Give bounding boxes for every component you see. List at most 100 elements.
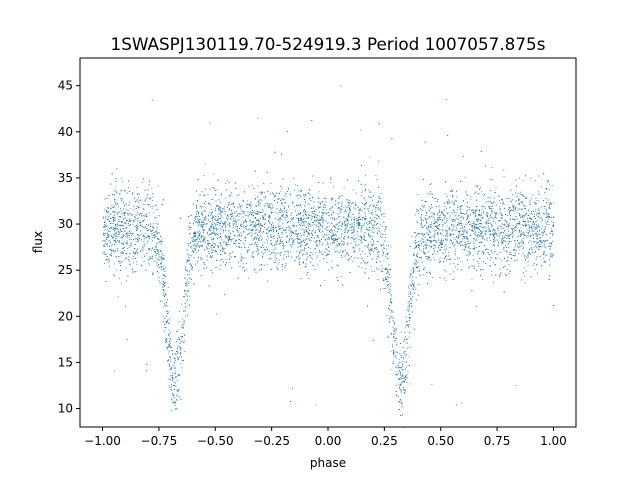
data-point <box>356 233 358 235</box>
data-point <box>267 240 269 242</box>
data-point <box>290 219 292 221</box>
data-point <box>130 238 132 240</box>
data-point <box>513 231 515 233</box>
data-point <box>501 241 503 243</box>
data-point <box>161 241 163 243</box>
data-point <box>390 351 392 353</box>
data-point <box>454 239 456 240</box>
data-point <box>520 208 522 210</box>
data-point <box>270 206 272 208</box>
data-point <box>504 230 506 231</box>
data-point <box>308 225 309 227</box>
data-point <box>162 321 164 322</box>
data-point <box>463 244 465 246</box>
data-point <box>526 257 528 259</box>
data-point <box>311 219 312 221</box>
data-point <box>360 235 361 237</box>
data-point <box>288 189 289 191</box>
data-point <box>315 252 317 254</box>
data-point <box>182 326 184 328</box>
data-point <box>110 226 112 228</box>
data-point <box>421 257 422 259</box>
data-point <box>181 360 183 361</box>
data-point <box>278 223 280 225</box>
data-point <box>482 230 484 232</box>
data-point <box>350 242 352 244</box>
data-point <box>415 236 416 238</box>
data-point <box>460 261 462 262</box>
data-point <box>334 203 336 205</box>
data-point <box>472 228 473 230</box>
data-point <box>251 212 253 213</box>
data-point <box>465 224 467 226</box>
data-point <box>407 371 409 373</box>
data-point <box>104 224 105 225</box>
data-point <box>444 206 446 208</box>
data-point <box>438 238 440 240</box>
data-point <box>512 207 514 209</box>
data-point <box>217 216 219 217</box>
data-point <box>528 228 530 230</box>
data-point <box>186 279 188 281</box>
data-point <box>136 241 138 243</box>
data-point <box>243 221 245 223</box>
data-point <box>346 244 348 246</box>
data-point <box>220 193 222 195</box>
data-point <box>498 234 500 236</box>
data-point <box>313 248 315 250</box>
data-point <box>184 315 186 317</box>
data-point <box>142 250 144 251</box>
data-point <box>503 176 505 177</box>
data-point <box>522 180 524 182</box>
data-point <box>336 245 338 247</box>
data-point <box>374 221 375 223</box>
data-point <box>461 234 463 236</box>
data-point <box>211 237 212 239</box>
data-point <box>228 239 230 241</box>
data-point <box>377 201 378 203</box>
data-point <box>508 209 510 210</box>
data-point <box>414 263 416 264</box>
data-point <box>412 280 413 282</box>
data-point <box>405 351 407 353</box>
data-point <box>298 214 300 216</box>
data-point <box>506 251 507 253</box>
data-point <box>213 246 215 248</box>
data-point <box>457 241 459 243</box>
data-point <box>253 212 255 213</box>
data-point <box>196 239 198 241</box>
data-point <box>115 241 116 243</box>
data-point <box>263 217 264 219</box>
data-point <box>118 220 120 222</box>
data-point <box>518 209 520 210</box>
data-point <box>359 247 361 249</box>
data-point <box>426 220 428 222</box>
data-point <box>232 223 234 225</box>
data-point <box>487 197 489 198</box>
data-point <box>160 256 162 258</box>
data-point <box>355 245 357 247</box>
data-point <box>118 193 120 195</box>
data-point <box>352 247 354 249</box>
data-point <box>380 244 382 246</box>
data-point <box>164 330 165 332</box>
data-point <box>291 232 293 234</box>
data-point <box>251 251 253 253</box>
data-point <box>224 206 226 208</box>
data-point <box>428 206 430 208</box>
data-point <box>473 213 475 215</box>
data-point <box>498 233 500 235</box>
data-point <box>490 202 492 204</box>
data-point <box>502 202 504 204</box>
data-point <box>395 373 397 375</box>
data-point <box>119 263 121 265</box>
data-point <box>217 224 219 226</box>
data-point <box>201 212 203 214</box>
data-point <box>414 241 416 243</box>
data-point <box>218 213 220 215</box>
data-point <box>167 299 168 301</box>
data-point <box>290 221 291 223</box>
data-point <box>177 375 179 377</box>
data-point <box>463 218 465 220</box>
data-point <box>401 364 403 366</box>
